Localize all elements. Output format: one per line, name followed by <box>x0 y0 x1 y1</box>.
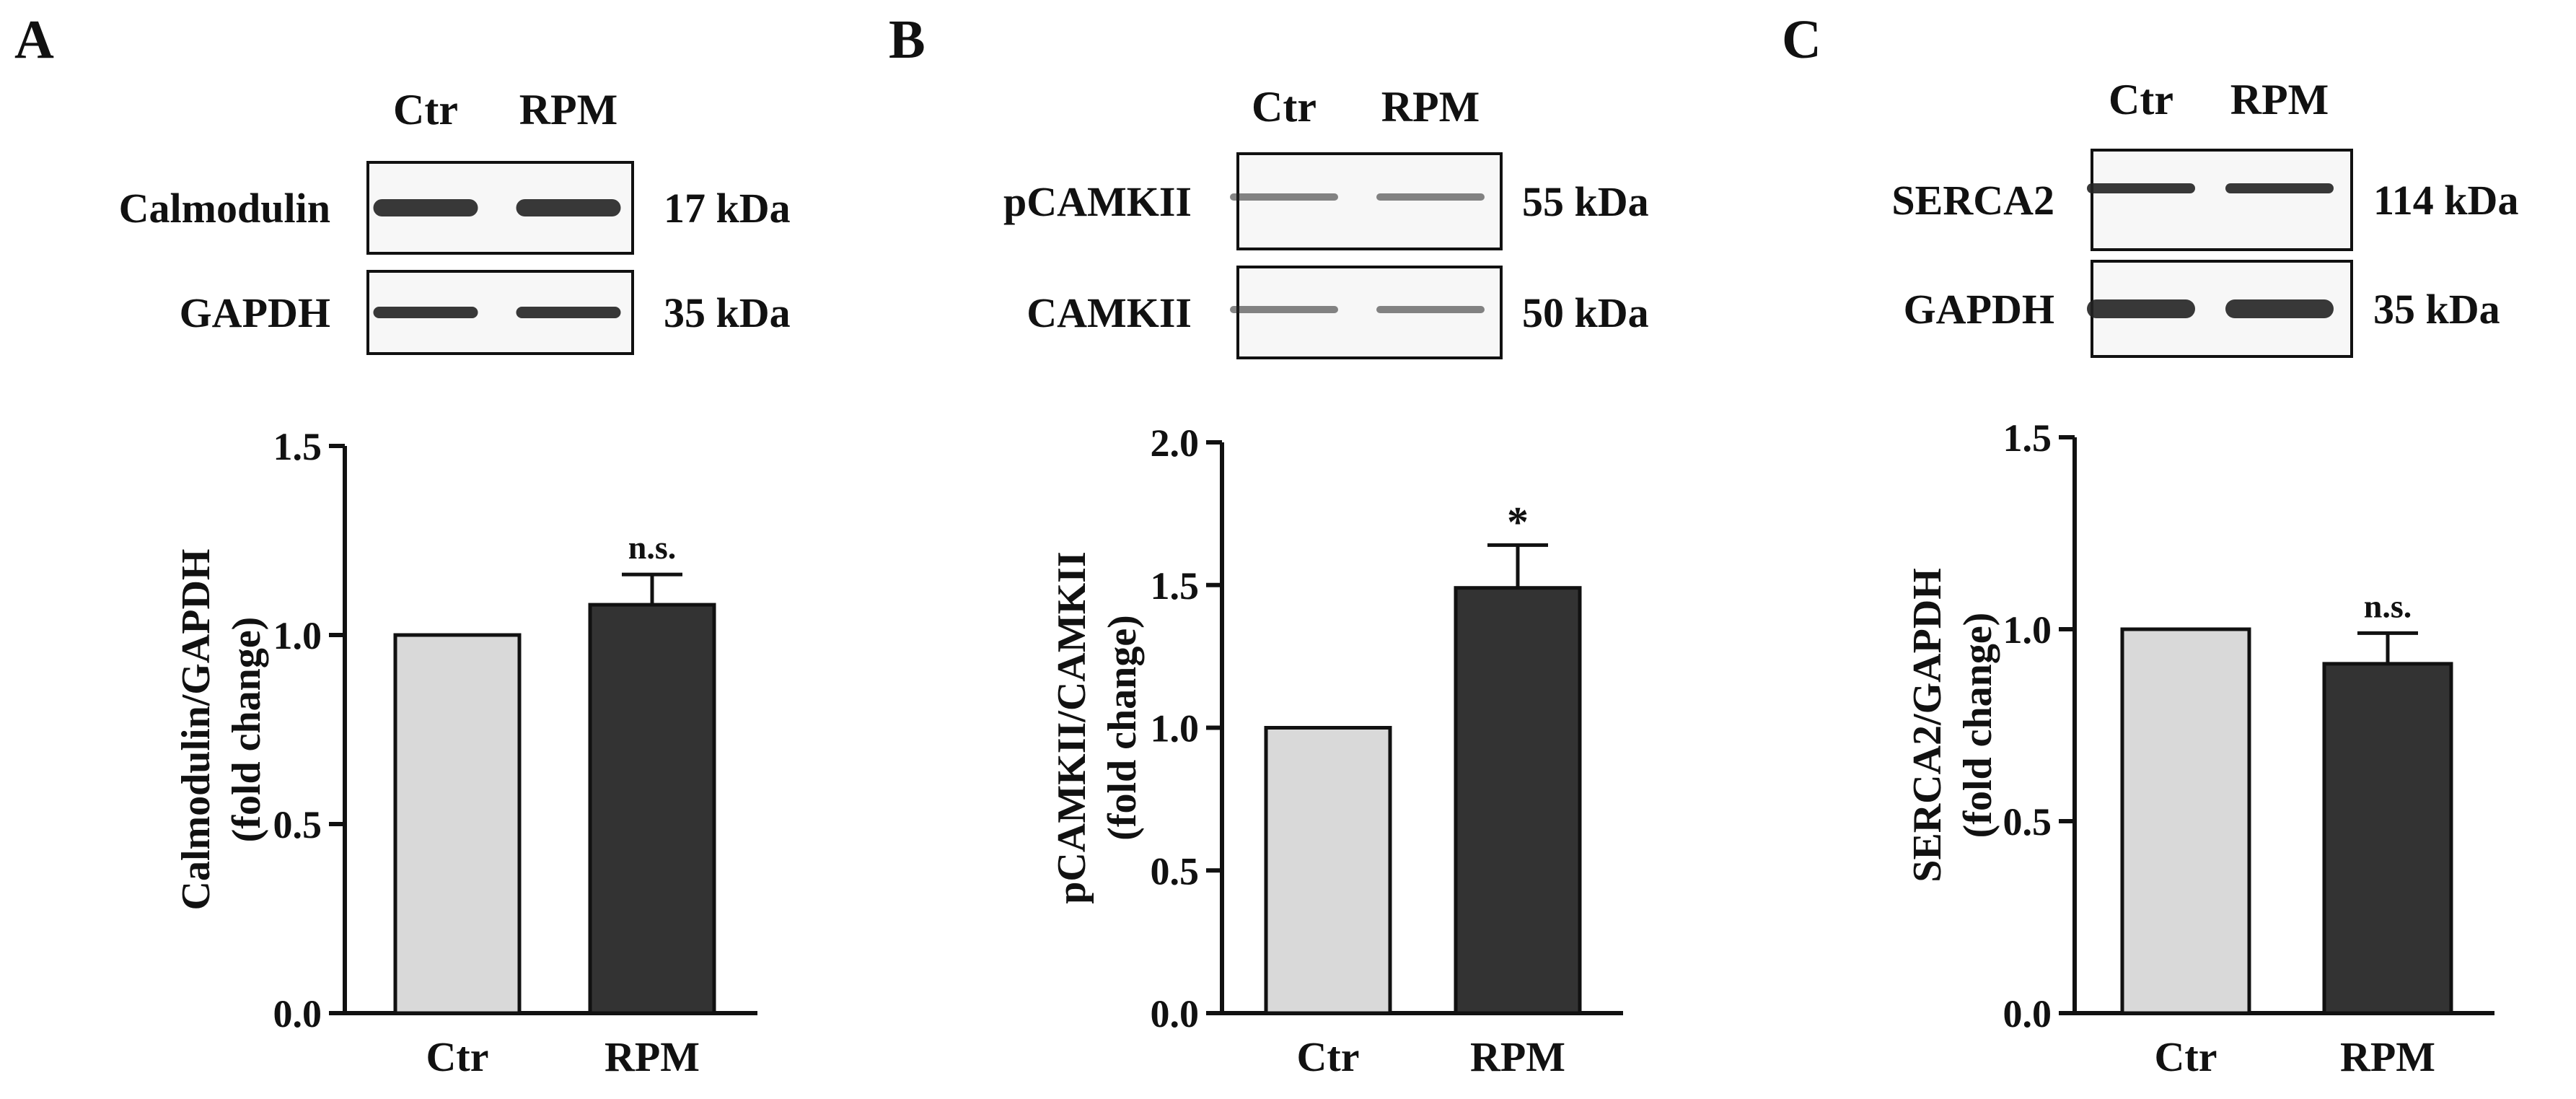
y-tick-label: 0.0 <box>273 992 322 1035</box>
blot-band <box>373 199 478 216</box>
blot-band <box>1376 306 1485 313</box>
x-tick-label: RPM <box>2340 1033 2435 1080</box>
bar <box>393 633 522 1015</box>
blot-band <box>373 307 478 318</box>
kda-label: 50 kDa <box>1522 289 1649 336</box>
y-axis-label: Calmodulin/GAPDH <box>174 549 219 911</box>
significance-label: n.s. <box>2364 587 2412 624</box>
y-tick-label: 1.0 <box>1151 707 1200 750</box>
panel-b: B Ctr RPM pCAMKII 55 kDa CAMKII 50 kDa 0.0 0.5 1.… <box>889 9 1649 1080</box>
panel-letter: A <box>14 9 54 70</box>
y-tick-label: 0.0 <box>2003 992 2052 1035</box>
protein-label: Calmodulin <box>119 185 330 232</box>
kda-label: 35 kDa <box>2373 286 2500 333</box>
kda-label: 35 kDa <box>664 289 791 336</box>
blot-band <box>2087 299 2195 318</box>
y-tick-label: 1.5 <box>2003 416 2052 460</box>
significance-label: n.s. <box>628 529 676 566</box>
significance-label: * <box>1507 498 1529 546</box>
blot-band <box>2225 183 2334 193</box>
bar-chart: 0.0 0.5 1.0 1.5 Ctr n.s. RPM Calmodulin/GAPDH (f… <box>174 425 757 1080</box>
y-tick-label: 1.5 <box>1151 564 1200 608</box>
lane-label: RPM <box>519 86 618 133</box>
bar <box>2120 627 2251 1015</box>
kda-label: 55 kDa <box>1522 178 1649 225</box>
bar <box>1454 586 1582 1015</box>
panel-c: C Ctr RPM SERCA2 114 kDa GAPDH 35 kDa 0.0 0.5 1.0… <box>1782 9 2518 1080</box>
y-tick-label: 0.5 <box>2003 800 2052 844</box>
x-tick-label: Ctr <box>2155 1033 2217 1080</box>
bar <box>1264 726 1392 1015</box>
y-axis-label: (fold change) <box>224 617 269 843</box>
bar <box>2322 662 2453 1015</box>
bar-chart: 0.0 0.5 1.0 1.5 2.0 Ctr * RPM pCAMKII/CAMKII (fol… <box>1050 421 1623 1080</box>
kda-label: 114 kDa <box>2373 177 2518 224</box>
y-tick-label: 2.0 <box>1151 421 1200 465</box>
lane-label: RPM <box>2230 76 2329 123</box>
y-axis-label: SERCA2/GAPDH <box>1905 568 1950 883</box>
lane-label: Ctr <box>393 86 458 133</box>
x-tick-label: Ctr <box>426 1033 489 1080</box>
panel-letter: C <box>1782 9 1821 70</box>
bar <box>588 603 716 1015</box>
lane-label: RPM <box>1381 83 1480 131</box>
y-axis-label: (fold change) <box>1100 615 1145 841</box>
blot-band <box>1376 193 1485 201</box>
blot-band <box>2225 299 2334 318</box>
protein-label: GAPDH <box>180 289 330 336</box>
blot-box <box>2091 149 2353 251</box>
lane-label: Ctr <box>2109 76 2173 123</box>
protein-label: CAMKII <box>1027 289 1192 336</box>
panel-a: A Ctr RPM Calmodulin 17 kDa GAPDH 35 kDa 0.0 0.5… <box>14 9 791 1080</box>
blot-band <box>516 307 621 318</box>
y-axis-label: pCAMKII/CAMKII <box>1050 551 1094 903</box>
x-tick-label: RPM <box>1470 1033 1565 1080</box>
protein-label: pCAMKII <box>1003 178 1192 225</box>
y-tick-label: 1.5 <box>273 425 322 468</box>
panel-letter: B <box>889 9 926 70</box>
blot-band <box>2087 183 2195 193</box>
y-tick-label: 1.0 <box>2003 608 2052 652</box>
y-axis-label: (fold change) <box>1956 613 2000 839</box>
y-tick-label: 0.5 <box>1151 849 1200 893</box>
y-tick-label: 1.0 <box>273 614 322 657</box>
blot-band <box>1230 306 1338 313</box>
blot-box <box>1236 152 1503 250</box>
blot-band <box>516 199 621 216</box>
y-tick-label: 0.0 <box>1151 992 1200 1035</box>
y-tick-label: 0.5 <box>273 803 322 846</box>
x-tick-label: RPM <box>605 1033 700 1080</box>
protein-label: GAPDH <box>1904 286 2054 333</box>
protein-label: SERCA2 <box>1891 177 2054 224</box>
x-tick-label: Ctr <box>1297 1033 1360 1080</box>
bar-chart: 0.0 0.5 1.0 1.5 Ctr n.s. RPM SERCA2/GAPDH (fold … <box>1905 416 2494 1080</box>
lane-label: Ctr <box>1252 83 1316 131</box>
kda-label: 17 kDa <box>664 185 791 232</box>
blot-band <box>1230 193 1338 201</box>
